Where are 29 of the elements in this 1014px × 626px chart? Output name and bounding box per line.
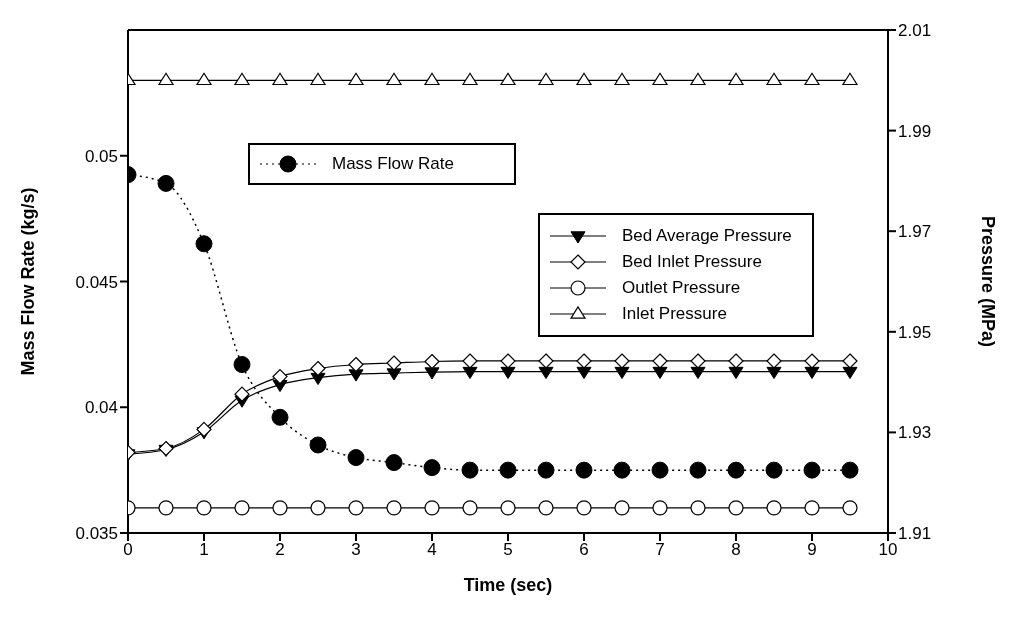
y2-tick-label: 1.95 [898, 322, 932, 342]
legend-label: Mass Flow Rate [332, 154, 454, 174]
y2-tick-label: 1.91 [898, 524, 932, 544]
y-tick-label: 0.05 [84, 146, 118, 166]
y2-axis-title: Pressure (MPa) [977, 215, 998, 348]
y2-tick-label: 2.01 [898, 21, 932, 41]
x-tick-label: 4 [427, 540, 437, 560]
legend-label: Outlet Pressure [622, 278, 741, 298]
x-tick-label: 0 [123, 540, 133, 560]
y-tick-label: 0.045 [75, 272, 118, 292]
x-tick-label: 10 [878, 540, 898, 560]
legend-label: Inlet Pressure [622, 304, 727, 324]
x-tick-label: 8 [731, 540, 741, 560]
legend-label: Bed Inlet Pressure [622, 252, 762, 272]
y-axis-title: Mass Flow Rate (kg/s) [18, 187, 39, 376]
y-tick-label: 0.04 [84, 398, 118, 418]
x-tick-label: 3 [351, 540, 361, 560]
x-tick-label: 7 [655, 540, 665, 560]
legend-label: Bed Average Pressure [622, 226, 792, 246]
x-axis-title: Time (sec) [463, 575, 553, 595]
x-tick-label: 1 [199, 540, 209, 560]
y-tick-label: 0.035 [75, 524, 118, 544]
y2-tick-label: 1.97 [898, 222, 932, 242]
x-tick-label: 5 [503, 540, 513, 560]
y2-tick-label: 1.93 [898, 423, 932, 443]
y2-tick-label: 1.99 [898, 121, 932, 141]
x-tick-label: 6 [579, 540, 589, 560]
x-tick-label: 2 [275, 540, 285, 560]
x-tick-label: 9 [807, 540, 817, 560]
